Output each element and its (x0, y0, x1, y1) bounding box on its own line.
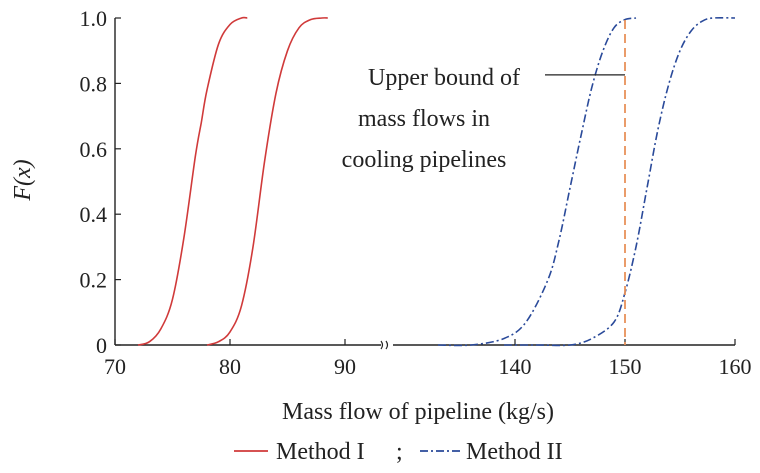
x-axis-label: Mass flow of pipeline (kg/s) (282, 399, 554, 425)
y-tick-label: 0.2 (80, 268, 108, 293)
x-tick-label: 150 (609, 354, 642, 379)
y-tick-label: 0 (96, 333, 107, 358)
y-tick-label: 0.8 (80, 71, 108, 96)
series-1-curve-2 (206, 17, 328, 346)
annotation-line-3: cooling pipelines (342, 147, 507, 173)
series-2-curve-1 (437, 17, 637, 347)
legend-separator: ; (396, 439, 403, 465)
x-tick-label: 160 (719, 354, 752, 379)
axis-break-mark (380, 340, 389, 350)
x-tick-label: 80 (219, 354, 241, 379)
x-tick-label: 140 (499, 354, 532, 379)
series-1-curve-1 (137, 16, 248, 346)
x-tick-label: 90 (334, 354, 356, 379)
legend-label-method-2: Method II (466, 439, 563, 465)
annotation-line-2: mass flows in (358, 106, 490, 132)
annotation-line-1: Upper bound of (368, 65, 520, 91)
y-tick-label: 0.6 (80, 137, 108, 162)
axis-labels: Mass flow of pipeline (kg/s) F(x) (10, 159, 554, 425)
legend: Method I ; Method II (234, 439, 563, 465)
curves (137, 16, 736, 347)
x-tick-label: 70 (104, 354, 126, 379)
annotation-group: Upper bound of mass flows in cooling pip… (342, 65, 625, 173)
axes: 0 0.2 0.4 0.6 0.8 1.0 70 80 90 140 150 160 (80, 6, 752, 379)
series-2-curve-2 (503, 16, 736, 347)
y-tick-label: 1.0 (80, 6, 108, 31)
y-axis-label: F(x) (10, 159, 36, 201)
legend-label-method-1: Method I (276, 439, 365, 465)
y-tick-label: 0.4 (80, 202, 108, 227)
